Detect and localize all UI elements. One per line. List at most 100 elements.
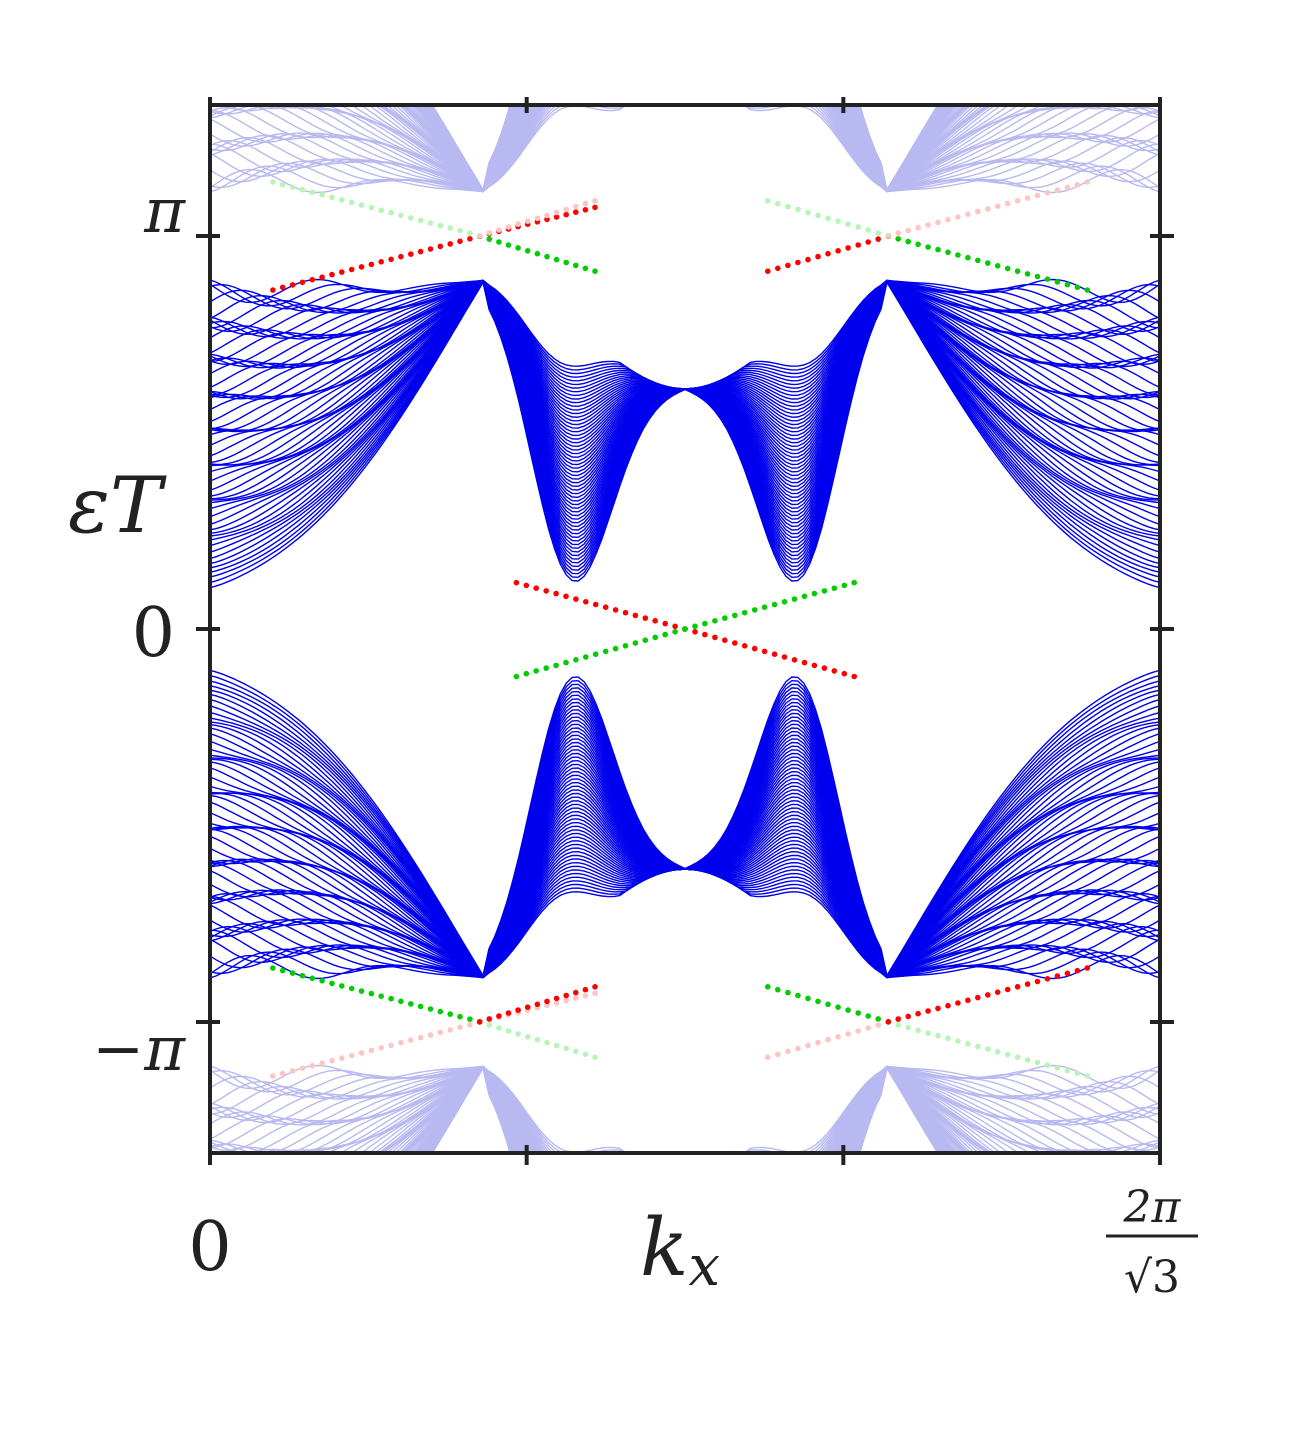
edge-state-2-dot — [378, 259, 385, 265]
edge-state-replica-9-dot — [885, 233, 892, 239]
edge-state-4-dot — [825, 250, 831, 257]
edge-state-6-dot — [388, 995, 394, 1002]
edge-state-2-dot — [319, 274, 325, 281]
edge-state-replica-9-dot — [895, 230, 901, 236]
edge-state-replica-6-dot — [378, 207, 385, 213]
edge-state-replica-3-dot — [524, 1034, 531, 1040]
edge-state-2-dot — [339, 269, 345, 275]
band-line-replica-bottom-41 — [248, 1065, 1122, 1153]
band-line-lower-6 — [210, 698, 1160, 978]
edge-state-5-dot — [925, 244, 931, 250]
edge-state-replica-9-dot — [975, 208, 981, 215]
edge-state-0-dot — [841, 670, 848, 677]
edge-state-replica-5-dot — [915, 1027, 921, 1034]
edge-state-replica-6-dot — [358, 202, 365, 208]
edge-state-2-dot — [544, 216, 550, 223]
edge-state-5-dot — [1024, 271, 1031, 277]
edge-state-1-dot — [702, 620, 708, 627]
edge-state-4-dot — [835, 248, 841, 254]
edge-state-replica-5-dot — [975, 1043, 981, 1050]
edge-state-0-dot — [801, 659, 808, 666]
band-line-replica-bottom-49 — [210, 1065, 1160, 1153]
edge-state-replica-5-dot — [935, 1032, 941, 1039]
edge-state-replica-9-dot — [1014, 198, 1021, 204]
edge-state-2-dot — [417, 248, 424, 255]
edge-state-replica-2-dot — [417, 1034, 424, 1041]
edge-state-replica-8-dot — [875, 230, 881, 236]
edge-state-replica-3-dot — [515, 1031, 521, 1037]
band-line-lower-2 — [210, 680, 1160, 978]
edge-state-replica-2-dot — [427, 1032, 434, 1038]
edge-state-8-dot — [825, 1001, 831, 1008]
edge-state-replica-6-dot — [329, 194, 335, 201]
edge-state-3-dot — [505, 242, 512, 248]
edge-state-7-dot — [582, 986, 589, 993]
edge-state-replica-6-dot — [348, 199, 355, 206]
edge-state-1-dot — [831, 585, 838, 591]
band-line-replica-top-59 — [210, 105, 1160, 194]
band-line-replica-bottom-39 — [294, 1065, 1076, 1153]
band-line-replica-top-40 — [273, 105, 1097, 193]
band-line-replica-bottom-55 — [210, 1065, 1160, 1153]
edge-state-replica-9-dot — [1084, 179, 1091, 185]
edge-state-replica-8-dot — [845, 221, 851, 227]
edge-state-6-dot — [348, 985, 355, 992]
edge-state-replica-6-dot — [408, 215, 414, 221]
edge-state-replica-7-dot — [553, 209, 560, 216]
edge-state-4-dot — [795, 259, 801, 266]
band-line-replica-top-42 — [221, 105, 1149, 193]
edge-state-8-dot — [875, 1016, 881, 1022]
edge-state-1-dot — [811, 590, 818, 597]
edge-state-2-dot — [553, 214, 560, 220]
edge-state-1-dot — [841, 582, 848, 589]
edge-state-1-dot — [791, 596, 798, 602]
edge-state-5-dot — [985, 260, 991, 266]
edge-state-replica-8-dot — [865, 227, 871, 233]
edge-state-replica-5-dot — [1024, 1057, 1031, 1063]
band-line-replica-top-49 — [210, 105, 1160, 193]
edge-state-replica-8-dot — [765, 198, 771, 204]
edge-state-6-dot — [279, 967, 286, 974]
edge-state-replica-9-dot — [905, 227, 911, 234]
edge-state-6-dot — [467, 1016, 473, 1022]
band-line-replica-bottom-48 — [210, 1065, 1160, 1153]
edge-state-1-dot — [573, 657, 579, 663]
edge-state-replica-5-dot — [1004, 1051, 1011, 1058]
edge-state-0-dot — [741, 643, 748, 649]
band-line-upper-34 — [210, 279, 1160, 458]
band-line-lower-20 — [210, 749, 1160, 978]
edge-state-replica-7-dot — [573, 203, 579, 210]
edge-state-replica-6-dot — [270, 179, 276, 185]
edge-state-replica-2-dot — [358, 1050, 365, 1056]
edge-state-6-dot — [270, 965, 276, 971]
edge-state-replica-9-dot — [1074, 181, 1081, 188]
edge-state-replica-2-dot — [553, 1000, 560, 1006]
edge-state-6-dot — [398, 998, 404, 1005]
edge-state-6-dot — [408, 1001, 414, 1007]
edge-state-replica-4-dot — [835, 1034, 841, 1040]
edge-state-replica-6-dot — [368, 204, 375, 211]
band-line-replica-top-32 — [373, 105, 997, 192]
band-line-replica-bottom-38 — [311, 1065, 1059, 1153]
edge-state-replica-3-dot — [496, 1025, 502, 1031]
edge-state-replica-9-dot — [1034, 192, 1041, 199]
edge-state-replica-6-dot — [299, 186, 306, 193]
edge-state-8-dot — [775, 986, 781, 993]
edge-state-replica-5-dot — [925, 1030, 931, 1036]
band-line-lower-34 — [210, 800, 1160, 979]
edge-state-2-dot — [592, 204, 598, 211]
edge-state-2-dot — [299, 279, 306, 286]
edge-state-replica-2-dot — [447, 1027, 454, 1033]
edge-state-3-dot — [524, 248, 531, 254]
band-line-replica-top-43 — [210, 105, 1160, 193]
band-line-upper-8 — [210, 280, 1160, 553]
edge-state-0-dot — [791, 657, 798, 663]
edge-state-replica-4-dot — [805, 1042, 811, 1049]
edge-state-6-dot — [309, 975, 316, 982]
edge-state-9-dot — [1004, 986, 1011, 993]
edge-state-replica-7-dot — [563, 206, 569, 213]
edge-state-5-dot — [945, 249, 951, 256]
edge-state-7-dot — [496, 1013, 502, 1019]
edge-state-replica-2-dot — [563, 997, 569, 1004]
y-axis-label: εT — [68, 461, 167, 551]
